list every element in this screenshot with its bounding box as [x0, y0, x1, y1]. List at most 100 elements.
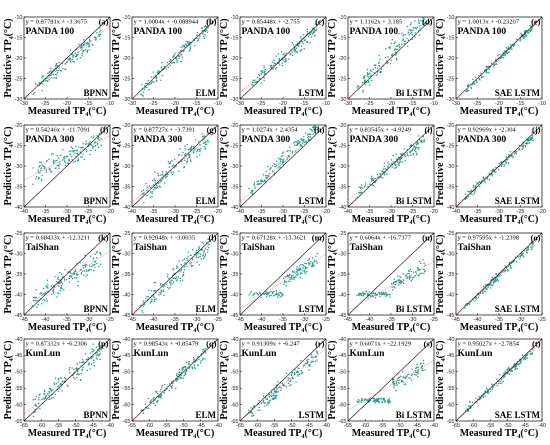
data-point [39, 172, 41, 174]
data-point [473, 192, 476, 194]
x-tick-label: -35 [279, 317, 287, 323]
data-point [282, 151, 285, 153]
data-point [478, 75, 480, 77]
data-point [423, 262, 425, 264]
data-point [401, 379, 403, 382]
data-point [395, 45, 398, 48]
data-point [258, 399, 260, 402]
data-point [263, 79, 265, 82]
data-point [202, 357, 204, 360]
data-point [291, 277, 294, 280]
equation-label: y = 1.0013x + -0.23207 [458, 19, 520, 26]
data-point [508, 373, 511, 375]
data-point [56, 296, 58, 298]
equation-label: y = 0.6064x + -16.7377 [350, 235, 412, 242]
data-point [63, 160, 66, 162]
data-point [308, 364, 310, 366]
data-point [306, 28, 308, 31]
y-axis-label: Predictive TP₄(°C) [3, 126, 14, 205]
data-point [58, 285, 60, 287]
data-point [296, 52, 299, 54]
x-tick-label: -65 [344, 423, 352, 429]
data-point [33, 91, 36, 94]
data-point [504, 269, 507, 272]
data-point [259, 291, 261, 294]
data-point [506, 369, 508, 371]
x-tick-label: -15 [193, 101, 201, 107]
data-point [100, 144, 102, 147]
data-point [277, 163, 280, 165]
data-point [179, 277, 182, 280]
data-point [184, 152, 187, 155]
data-point [406, 37, 408, 40]
data-point [316, 350, 318, 352]
equation-label: y = 0.6071x + -22.1929 [350, 341, 412, 348]
data-point [416, 146, 418, 149]
model-label: Bi LSTM [396, 304, 433, 314]
data-point [288, 146, 291, 148]
data-point [82, 366, 84, 368]
x-tick-label: -65 [236, 423, 244, 429]
data-point [291, 377, 294, 380]
data-point [270, 294, 272, 296]
data-point [202, 35, 205, 38]
x-tick-label: -40 [128, 209, 136, 215]
data-point [367, 73, 370, 76]
dataset-label: KunLun [134, 349, 170, 359]
data-point [387, 398, 389, 401]
data-point [504, 372, 506, 374]
data-point [391, 162, 393, 165]
equation-label: y = 0.98543x + -0.85479 [134, 341, 199, 348]
data-point [155, 390, 157, 393]
data-point [70, 274, 72, 277]
data-point [422, 359, 425, 362]
data-point [174, 52, 176, 55]
data-point [159, 186, 161, 188]
data-point [281, 62, 284, 64]
data-point [526, 139, 528, 142]
data-point [204, 143, 207, 146]
panel-g: -40 -35 -30 -25 -20-40-35-30-25-20y = 0.8772… [111, 123, 222, 225]
data-point [178, 376, 181, 379]
data-point [141, 83, 143, 86]
data-point [180, 46, 183, 49]
data-point [419, 27, 421, 29]
data-point [380, 68, 383, 71]
data-point [198, 358, 200, 361]
data-point [158, 293, 160, 296]
data-point [74, 52, 77, 54]
x-tick-label: -40 [214, 423, 222, 429]
data-point [199, 255, 201, 258]
data-point [477, 296, 480, 299]
data-point [59, 377, 62, 379]
data-point [71, 367, 73, 369]
data-point [497, 168, 500, 171]
data-point [182, 44, 184, 46]
data-point [513, 259, 516, 262]
data-point [204, 358, 206, 360]
data-point [142, 311, 144, 314]
data-point [302, 43, 304, 45]
data-point [142, 95, 144, 97]
data-point [56, 70, 58, 72]
data-point [524, 358, 527, 361]
dataset-label: PANDA 100 [26, 27, 75, 37]
data-point [466, 90, 468, 93]
data-point [305, 262, 308, 265]
data-point [293, 276, 296, 279]
data-point [40, 161, 42, 164]
data-point [515, 261, 518, 263]
x-tick-label: -20 [387, 101, 395, 107]
data-point [174, 277, 177, 280]
x-tick-label: -40 [236, 209, 244, 215]
y-tick-label: -30 [231, 251, 239, 257]
model-label: ELM [195, 196, 216, 206]
data-point [39, 407, 41, 410]
y-tick-label: -35 [123, 272, 131, 278]
data-point [189, 254, 192, 256]
data-point [489, 287, 492, 289]
data-point [488, 71, 490, 74]
data-point [300, 45, 303, 47]
data-point [395, 48, 398, 51]
data-point [202, 348, 204, 351]
